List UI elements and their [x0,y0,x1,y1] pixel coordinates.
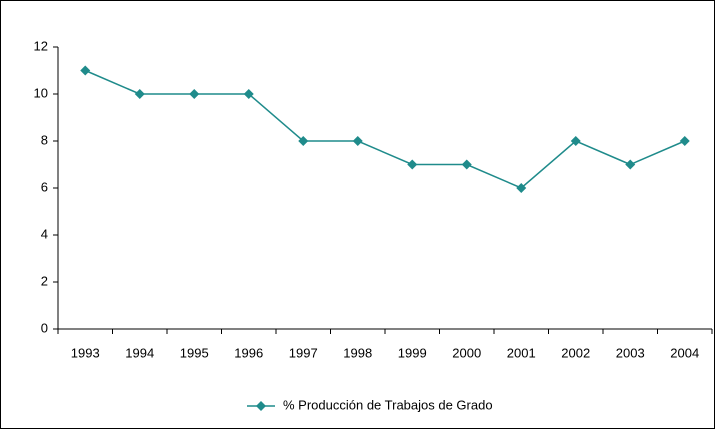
marker [461,159,472,170]
y-tick-label: 6 [41,179,48,194]
x-tick-label: 2001 [507,345,536,360]
marker [243,89,254,99]
x-tick-label: 1999 [398,345,427,360]
y-tick-label: 0 [41,320,48,335]
marker [352,136,363,146]
marker [407,159,418,170]
x-tick-label: 2004 [670,345,699,360]
x-tick-label: 1994 [125,345,154,360]
legend-label: % Producción de Trabajos de Grado [283,397,493,412]
x-tick-label: 1997 [289,345,318,360]
x-tick-label: 1995 [180,345,209,360]
marker [134,89,145,99]
y-tick-label: 10 [34,85,48,100]
x-tick-label: 2000 [452,345,481,360]
series-line [84,69,686,189]
marker [189,89,200,99]
marker [679,136,690,146]
marker [80,65,91,76]
marker [570,136,581,146]
legend-marker [256,401,266,411]
y-tick-label: 8 [41,132,48,147]
y-tick-label: 12 [34,38,48,53]
x-tick-label: 2003 [616,345,645,360]
y-tick-label: 2 [41,273,48,288]
marker [625,159,636,170]
y-tick-label: 4 [41,226,48,241]
x-tick-label: 2002 [561,345,590,360]
marker [516,183,527,193]
x-tick-label: 1996 [234,345,263,360]
x-tick-label: 1993 [71,345,100,360]
marker [298,136,309,146]
x-tick-label: 1998 [343,345,372,360]
